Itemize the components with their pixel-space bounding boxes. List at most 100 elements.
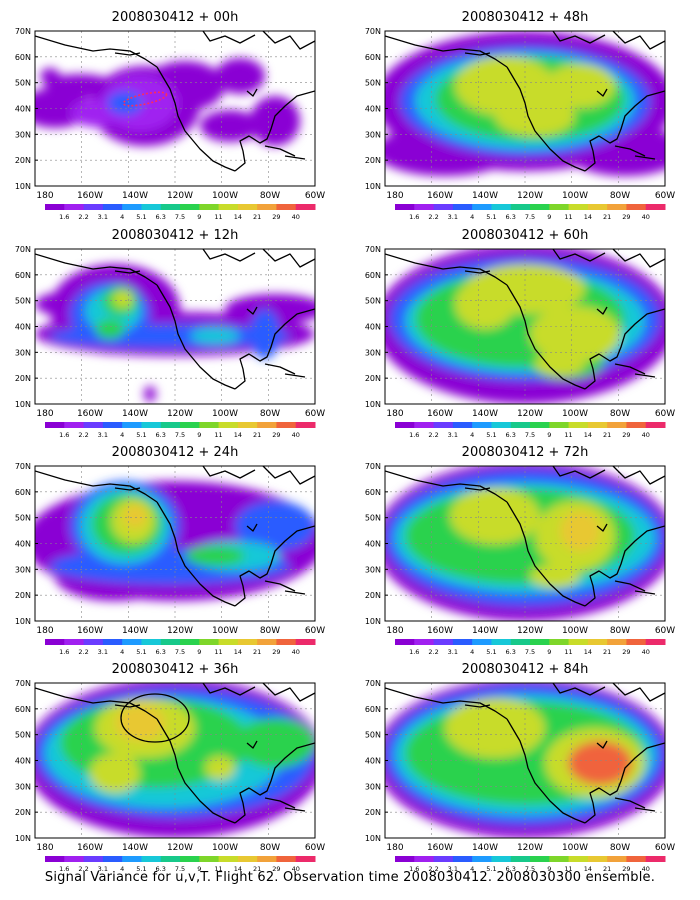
coastline-segment-0 <box>385 253 508 286</box>
colorbar-swatch-1 <box>64 639 85 645</box>
colorbar-label: 14 <box>584 865 592 873</box>
coastline-segment-7 <box>114 487 141 491</box>
lon-tick-label: 140W <box>472 191 498 201</box>
lon-tick-label: 80W <box>610 626 630 636</box>
coastline-segment-8 <box>246 306 258 315</box>
lon-tick-label: 160W <box>77 626 103 636</box>
lat-tick-label: 10N <box>365 182 381 191</box>
colorbar-label: 5.1 <box>136 865 146 873</box>
colorbar-swatch-7 <box>180 856 200 862</box>
lon-tick-label: 140W <box>472 843 498 853</box>
coastline-segment-3 <box>202 683 256 696</box>
colorbar-label: 6.3 <box>156 431 166 439</box>
field-contour-l4-1 <box>530 306 620 362</box>
colorbar-swatch-4 <box>122 422 142 428</box>
lat-tick-label: 20N <box>15 156 31 165</box>
colorbar-label: 21 <box>253 865 261 873</box>
lat-tick-label: 40N <box>15 323 31 332</box>
coastline <box>35 683 315 824</box>
field-contour-l0-5 <box>250 96 300 146</box>
coastline-segment-2 <box>234 742 315 824</box>
colorbar-swatch-4 <box>122 856 142 862</box>
field-contour-l0-7 <box>200 110 260 142</box>
field-contour-l0-3 <box>215 58 265 94</box>
coastline-segment-1 <box>156 66 236 172</box>
colorbar-swatch-3 <box>102 204 123 210</box>
colorbar-label: 7.5 <box>525 213 535 221</box>
coastline-segment-2 <box>584 90 665 172</box>
coastline-segment-0 <box>385 687 508 720</box>
variance-field <box>385 31 665 186</box>
colorbar-swatch-0 <box>395 422 415 428</box>
colorbar-swatch-8 <box>549 204 570 210</box>
coastline-segment-5 <box>614 580 646 592</box>
colorbar-label: 40 <box>292 648 300 656</box>
lon-tick-label: 160W <box>77 191 103 201</box>
colorbar-label: 2.2 <box>78 213 88 221</box>
lat-tick-label: 40N <box>365 105 381 114</box>
coastline-segment-5 <box>264 797 296 809</box>
colorbar-swatch-3 <box>452 204 473 210</box>
colorbar-label: 9 <box>197 213 201 221</box>
lat-tick-label: 10N <box>15 617 31 626</box>
colorbar-swatch-6 <box>160 856 181 862</box>
lon-tick-label: 120W <box>517 626 543 636</box>
colorbar-swatch-13 <box>295 639 316 645</box>
coastline-segment-2 <box>584 742 665 824</box>
colorbar-swatch-2 <box>433 639 454 645</box>
colorbar-label: 4 <box>120 648 124 656</box>
variance-field <box>35 466 315 621</box>
colorbar-label: 3.1 <box>98 865 108 873</box>
colorbar-label: 11 <box>214 213 222 221</box>
colorbar-swatch-2 <box>433 204 454 210</box>
colorbar-label: 4 <box>120 213 124 221</box>
lon-tick-label: 160W <box>427 626 453 636</box>
lon-tick-label: 120W <box>517 843 543 853</box>
lat-tick-label: 70N <box>15 27 31 36</box>
map-panel-1: 2008030412 + 00h 70N 60N 50N 40N 30N 20N 10N 180… <box>15 10 325 221</box>
colorbar-label: 21 <box>603 431 611 439</box>
lat-tick-label: 50N <box>15 514 31 523</box>
colorbar-label: 7.5 <box>525 648 535 656</box>
lat-tick-label: 30N <box>365 348 381 357</box>
lat-tick-label: 60N <box>15 53 31 62</box>
colorbar-swatch-1 <box>64 856 85 862</box>
map-panel-7: 2008030412 + 36h 70N 60N 50N 40N 30N 20N 10N 180… <box>15 662 325 873</box>
lon-tick-label: 180 <box>386 626 403 636</box>
colorbar-swatch-12 <box>626 422 647 428</box>
colorbar-label: 9 <box>547 648 551 656</box>
colorbar-label: 40 <box>292 865 300 873</box>
coastline-segment-3 <box>552 31 606 44</box>
colorbar-label: 7.5 <box>175 648 185 656</box>
colorbar-label: 1.6 <box>59 431 69 439</box>
lat-tick-label: 60N <box>365 53 381 62</box>
lat-tick-label: 60N <box>365 488 381 497</box>
colorbar-label: 6.3 <box>506 213 516 221</box>
colorbar-label: 11 <box>214 648 222 656</box>
colorbar-label: 6.3 <box>506 648 516 656</box>
lon-tick-label: 140W <box>122 843 148 853</box>
lat-tick-label: 70N <box>365 245 381 254</box>
colorbar-swatch-0 <box>45 422 65 428</box>
colorbar-label: 40 <box>642 431 650 439</box>
map-panel-8: 2008030412 + 84h 70N 60N 50N 40N 30N 20N 10N 180… <box>365 662 675 873</box>
colorbar-swatch-7 <box>530 856 550 862</box>
coastline-segment-1 <box>506 66 586 172</box>
map-panel-3: 2008030412 + 12h 70N 60N 50N 40N 30N 20N 10N 180… <box>15 228 325 439</box>
coastline-segment-1 <box>506 284 586 390</box>
lon-tick-label: 100W <box>562 191 588 201</box>
colorbar-label: 11 <box>564 213 572 221</box>
lon-tick-label: 60W <box>655 409 675 419</box>
colorbar-label: 11 <box>214 865 222 873</box>
lon-tick-label: 60W <box>305 191 325 201</box>
panel-title: 2008030412 + 72h <box>462 445 589 460</box>
colorbar-swatch-10 <box>587 856 608 862</box>
lon-tick-label: 60W <box>655 626 675 636</box>
colorbar-swatch-0 <box>45 856 65 862</box>
colorbar-swatch-3 <box>102 639 123 645</box>
coastline-segment-3 <box>202 249 256 262</box>
colorbar-label: 14 <box>234 865 242 873</box>
colorbar-label: 1.6 <box>409 648 419 656</box>
coastline-segment-6 <box>284 807 306 812</box>
coastline-segment-3 <box>202 31 256 44</box>
